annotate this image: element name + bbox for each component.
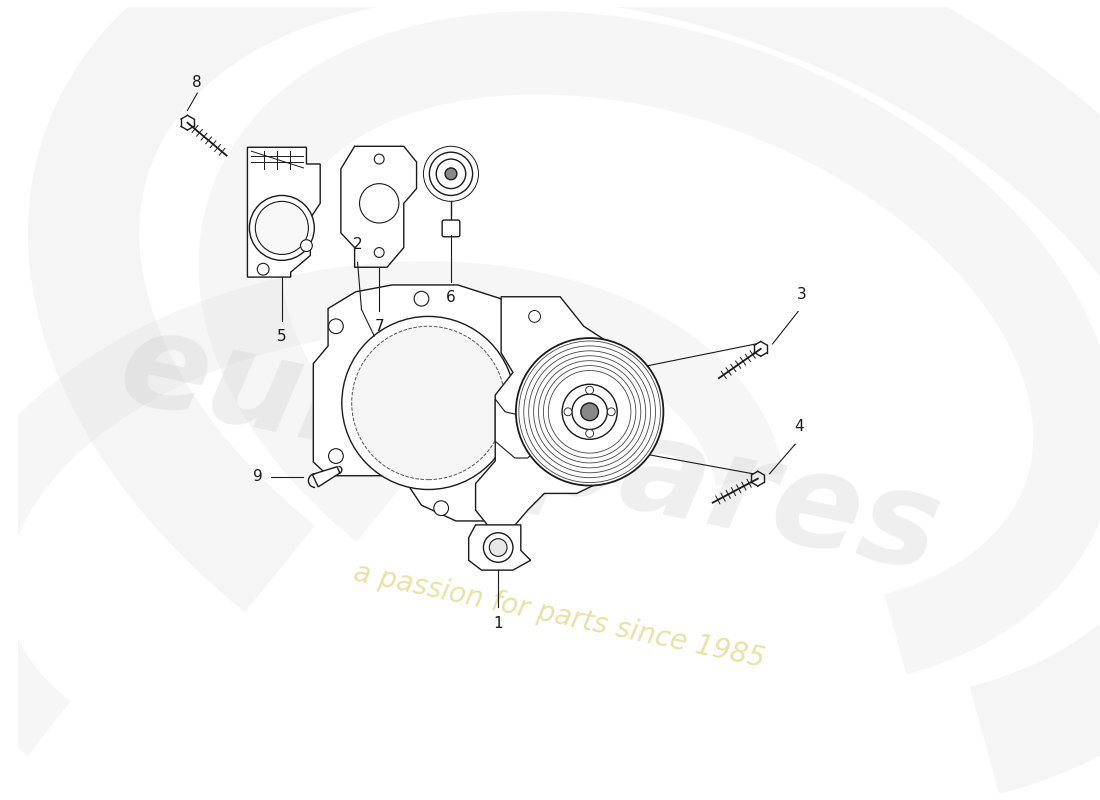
Circle shape (529, 310, 540, 322)
Circle shape (433, 501, 449, 515)
Circle shape (329, 449, 343, 463)
Circle shape (585, 386, 594, 394)
Text: 2: 2 (353, 238, 362, 253)
Text: 6: 6 (447, 290, 455, 305)
Circle shape (329, 319, 343, 334)
Circle shape (490, 538, 507, 556)
Circle shape (571, 472, 583, 483)
Circle shape (578, 340, 590, 352)
Polygon shape (312, 466, 340, 487)
Text: a passion for parts since 1985: a passion for parts since 1985 (351, 559, 768, 674)
Circle shape (352, 326, 505, 480)
Circle shape (300, 240, 312, 251)
Circle shape (607, 408, 615, 416)
Circle shape (610, 393, 623, 405)
Circle shape (562, 384, 617, 439)
Circle shape (374, 154, 384, 164)
Text: 4: 4 (794, 419, 804, 434)
Circle shape (257, 263, 270, 275)
Text: 3: 3 (798, 286, 807, 302)
Circle shape (519, 398, 535, 412)
Polygon shape (248, 147, 320, 277)
Circle shape (572, 394, 607, 430)
Circle shape (414, 291, 429, 306)
Text: 1: 1 (494, 616, 503, 631)
Circle shape (342, 317, 515, 490)
Circle shape (513, 329, 527, 343)
FancyBboxPatch shape (442, 220, 460, 237)
Circle shape (446, 168, 456, 180)
Circle shape (374, 247, 384, 258)
Circle shape (483, 533, 513, 562)
Circle shape (360, 184, 399, 223)
Circle shape (516, 338, 663, 486)
Text: 9: 9 (253, 470, 263, 484)
Polygon shape (495, 399, 538, 458)
Polygon shape (475, 297, 632, 530)
Text: 8: 8 (192, 75, 202, 90)
Circle shape (429, 152, 473, 195)
Circle shape (255, 202, 308, 254)
Circle shape (437, 159, 465, 189)
Polygon shape (314, 285, 537, 521)
Circle shape (564, 408, 572, 416)
Polygon shape (469, 525, 530, 570)
Circle shape (585, 430, 594, 438)
Circle shape (250, 195, 315, 260)
Text: 5: 5 (277, 329, 287, 344)
Circle shape (581, 403, 598, 421)
Text: eurospares: eurospares (108, 300, 952, 598)
Text: 7: 7 (374, 319, 384, 334)
